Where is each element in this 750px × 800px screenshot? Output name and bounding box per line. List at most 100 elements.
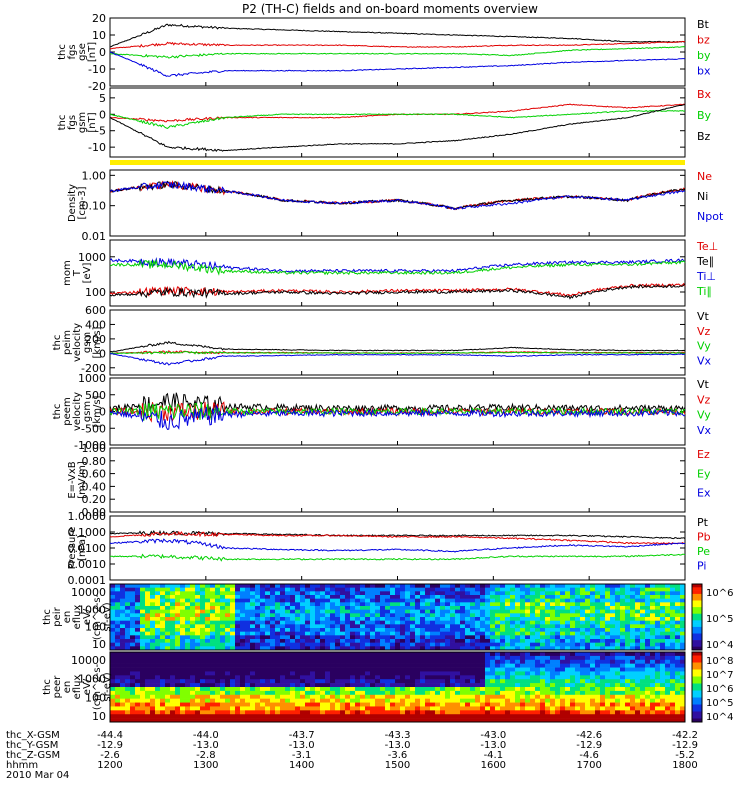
spectrogram-cell — [220, 667, 226, 672]
spectrogram-cell — [370, 659, 376, 664]
spectrogram-cell — [575, 659, 581, 664]
ephemeris-label: hhmm — [6, 760, 38, 771]
y-axis-label: peir — [52, 606, 63, 626]
series-line-By — [109, 110, 686, 129]
spectrogram-cell — [195, 710, 201, 715]
spectrogram-cell — [175, 687, 181, 692]
spectrogram-cell — [545, 655, 551, 661]
spectrogram-cell — [570, 606, 576, 610]
spectrogram-cell — [510, 595, 516, 599]
spectrogram-cell — [505, 690, 511, 696]
spectrogram-cell — [265, 698, 271, 703]
spectrogram-cell — [340, 631, 346, 636]
spectrogram-cell — [320, 639, 326, 643]
spectrogram-cell — [475, 595, 481, 599]
spectrogram-cell — [275, 690, 281, 696]
spectrogram-cell — [380, 606, 386, 610]
spectrogram-cell — [380, 642, 386, 647]
spectrogram-cell — [415, 687, 421, 692]
spectrogram-cell — [445, 687, 451, 692]
spectrogram-cell — [205, 702, 211, 707]
spectrogram-cell — [465, 655, 471, 661]
spectrogram-cell — [210, 646, 216, 651]
spectrogram-cell — [350, 679, 356, 684]
spectrogram-cell — [650, 646, 656, 651]
spectrogram-cell — [630, 663, 636, 668]
panel-frame — [109, 309, 686, 376]
spectrogram-cell — [290, 628, 296, 632]
spectrogram-cell — [435, 652, 441, 657]
spectrogram-cell — [450, 655, 456, 661]
spectrogram-cell — [230, 642, 236, 647]
y-axis-label: mom — [62, 260, 73, 286]
spectrogram-cell — [460, 702, 466, 707]
spectrogram-cell — [625, 620, 631, 625]
spectrogram-cell — [560, 609, 566, 614]
spectrogram-cell — [170, 655, 176, 661]
spectrogram-cell — [655, 598, 661, 603]
spectrogram-cell — [240, 642, 246, 647]
y-tick-label: 400 — [85, 318, 106, 331]
spectrogram-cell — [320, 620, 326, 625]
spectrogram-cell — [450, 710, 456, 715]
spectrogram-cell — [255, 609, 261, 614]
spectrogram-cell — [665, 609, 671, 614]
spectrogram-cell — [485, 595, 491, 599]
y-axis-label: T — [72, 269, 83, 277]
spectrogram-cell — [180, 609, 186, 614]
spectrogram-cell — [390, 690, 396, 696]
spectrogram-cell — [520, 690, 526, 696]
spectrogram-cell — [435, 646, 441, 651]
spectrogram-cell — [260, 706, 266, 711]
spectrogram-cell — [205, 628, 211, 632]
spectrogram-cell — [540, 659, 546, 664]
spectrogram-cell — [230, 675, 236, 680]
series-line-Pi — [109, 538, 685, 553]
spectrogram-cell — [485, 646, 491, 651]
spectrogram-cell — [510, 671, 516, 676]
spectrogram-cell — [285, 591, 291, 596]
spectrogram-cell — [285, 595, 291, 599]
spectrogram-cell — [560, 617, 566, 621]
spectrogram-cell — [145, 652, 151, 657]
spectrogram-cell — [235, 587, 241, 592]
colorbar-cell — [692, 680, 702, 684]
spectrogram-cell — [480, 659, 486, 664]
spectrogram-cell — [535, 679, 541, 684]
spectrogram-cell — [585, 587, 591, 592]
spectrogram-cell — [175, 659, 181, 664]
spectrogram-cell — [620, 718, 626, 723]
spectrogram-cell — [135, 706, 141, 711]
spectrogram-cell — [530, 635, 536, 640]
spectrogram-cell — [675, 591, 681, 596]
spectrogram-cell — [315, 635, 321, 640]
spectrogram-cell — [475, 631, 481, 636]
spectrogram-cell — [405, 606, 411, 610]
spectrogram-cell — [650, 609, 656, 614]
spectrogram-cell — [215, 620, 221, 625]
spectrogram-cell — [370, 602, 376, 607]
spectrogram-cell — [490, 714, 496, 719]
spectrogram-cell — [270, 606, 276, 610]
spectrogram-cell — [675, 606, 681, 610]
spectrogram-cell — [410, 710, 416, 715]
spectrogram-cell — [510, 631, 516, 636]
spectrogram-cell — [675, 663, 681, 668]
spectrogram-cell — [225, 652, 231, 657]
spectrogram-cell — [350, 710, 356, 715]
spectrogram-cell — [420, 687, 426, 692]
spectrogram-cell — [150, 624, 156, 629]
spectrogram-cell — [635, 639, 641, 643]
spectrogram-cell — [330, 687, 336, 692]
spectrogram-cell — [150, 690, 156, 696]
spectrogram-cell — [405, 702, 411, 707]
spectrogram-cell — [375, 687, 381, 692]
spectrogram-cell — [640, 642, 646, 647]
spectrogram-cell — [400, 595, 406, 599]
colorbar-cell — [692, 704, 702, 709]
spectrogram-cell — [495, 698, 501, 703]
spectrogram-cell — [640, 690, 646, 696]
spectrogram-cell — [415, 595, 421, 599]
spectrogram-cell — [235, 646, 241, 651]
spectrogram-cell — [670, 609, 676, 614]
